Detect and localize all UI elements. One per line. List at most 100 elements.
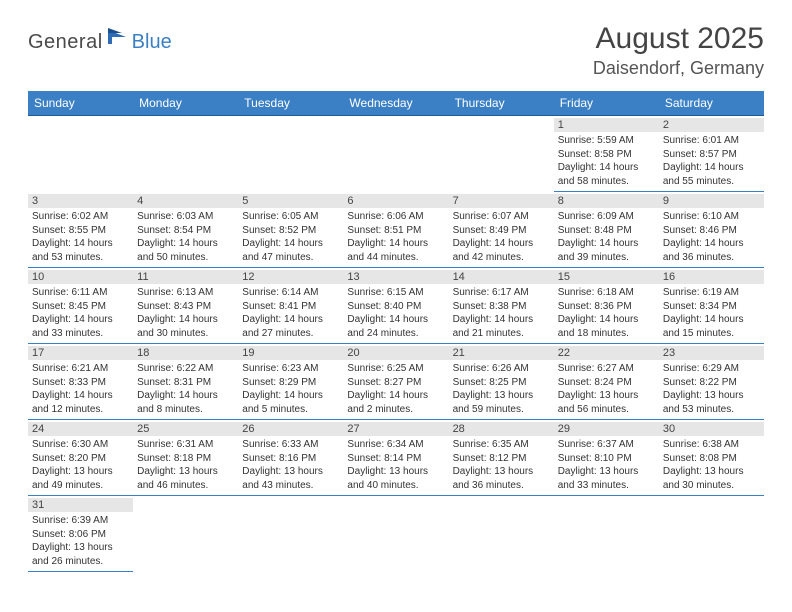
day-number: 6 [343,194,448,208]
sunrise-line: Sunrise: 6:07 AM [453,210,550,224]
sunrise-line: Sunrise: 6:19 AM [663,286,760,300]
calendar-cell: 21Sunrise: 6:26 AMSunset: 8:25 PMDayligh… [449,344,554,420]
day-number: 26 [238,422,343,436]
sunset-line: Sunset: 8:41 PM [242,300,339,314]
sunrise-line: Sunrise: 6:10 AM [663,210,760,224]
day-number: 25 [133,422,238,436]
daylight-line: Daylight: 13 hours and 56 minutes. [558,389,655,416]
calendar-cell [28,116,133,193]
day-info: Sunrise: 6:19 AMSunset: 8:34 PMDaylight:… [663,286,760,340]
daylight-line: Daylight: 14 hours and 47 minutes. [242,237,339,264]
day-info: Sunrise: 6:05 AMSunset: 8:52 PMDaylight:… [242,210,339,264]
day-info: Sunrise: 6:10 AMSunset: 8:46 PMDaylight:… [663,210,760,264]
calendar-table: SundayMondayTuesdayWednesdayThursdayFrid… [28,91,764,572]
sunset-line: Sunset: 8:36 PM [558,300,655,314]
sunset-line: Sunset: 8:40 PM [347,300,444,314]
daylight-line: Daylight: 14 hours and 33 minutes. [32,313,129,340]
calendar-cell: 5 Sunrise: 6:05 AMSunset: 8:52 PMDaylight… [238,192,343,268]
daylight-line: Daylight: 14 hours and 5 minutes. [242,389,339,416]
day-number: 5 [238,194,343,208]
sunrise-line: Sunrise: 6:34 AM [347,438,444,452]
calendar-cell [238,496,343,572]
day-info: Sunrise: 6:01 AMSunset: 8:57 PMDaylight:… [663,134,760,188]
day-number: 3 [28,194,133,208]
calendar-cell [449,496,554,572]
day-number: 29 [554,422,659,436]
calendar-cell [449,116,554,193]
day-number: 31 [28,498,133,512]
daylight-line: Daylight: 14 hours and 24 minutes. [347,313,444,340]
sunset-line: Sunset: 8:58 PM [558,148,655,162]
calendar-cell: 14Sunrise: 6:17 AMSunset: 8:38 PMDayligh… [449,268,554,344]
daylight-line: Daylight: 14 hours and 18 minutes. [558,313,655,340]
daylight-line: Daylight: 14 hours and 53 minutes. [32,237,129,264]
day-number: 28 [449,422,554,436]
logo-text-2: Blue [132,31,172,54]
daylight-line: Daylight: 13 hours and 33 minutes. [558,465,655,492]
logo-text-1: General [28,31,103,54]
day-number: 9 [659,194,764,208]
calendar-cell: 25Sunrise: 6:31 AMSunset: 8:18 PMDayligh… [133,420,238,496]
calendar-cell: 31Sunrise: 6:39 AMSunset: 8:06 PMDayligh… [28,496,133,572]
daylight-line: Daylight: 14 hours and 21 minutes. [453,313,550,340]
sunrise-line: Sunrise: 6:29 AM [663,362,760,376]
sunset-line: Sunset: 8:43 PM [137,300,234,314]
sunset-line: Sunset: 8:24 PM [558,376,655,390]
daylight-line: Daylight: 14 hours and 27 minutes. [242,313,339,340]
day-info: Sunrise: 6:03 AMSunset: 8:54 PMDaylight:… [137,210,234,264]
sunrise-line: Sunrise: 6:03 AM [137,210,234,224]
sunset-line: Sunset: 8:27 PM [347,376,444,390]
sunrise-line: Sunrise: 6:25 AM [347,362,444,376]
day-info: Sunrise: 6:02 AMSunset: 8:55 PMDaylight:… [32,210,129,264]
day-number: 27 [343,422,448,436]
day-info: Sunrise: 6:21 AMSunset: 8:33 PMDaylight:… [32,362,129,416]
sunrise-line: Sunrise: 6:01 AM [663,134,760,148]
day-info: Sunrise: 6:11 AMSunset: 8:45 PMDaylight:… [32,286,129,340]
calendar-cell: 19 Sunrise: 6:23 AMSunset: 8:29 PMDayligh… [238,344,343,420]
day-info: Sunrise: 6:35 AMSunset: 8:12 PMDaylight:… [453,438,550,492]
sunset-line: Sunset: 8:52 PM [242,224,339,238]
daylight-line: Daylight: 14 hours and 58 minutes. [558,161,655,188]
daylight-line: Daylight: 14 hours and 8 minutes. [137,389,234,416]
location-text: Daisendorf, Germany [593,58,764,79]
sunrise-line: Sunrise: 6:35 AM [453,438,550,452]
sunrise-line: Sunrise: 5:59 AM [558,134,655,148]
daylight-line: Daylight: 14 hours and 44 minutes. [347,237,444,264]
day-info: Sunrise: 6:34 AMSunset: 8:14 PMDaylight:… [347,438,444,492]
sunrise-line: Sunrise: 6:05 AM [242,210,339,224]
weekday-header: Monday [133,91,238,116]
sunset-line: Sunset: 8:20 PM [32,452,129,466]
day-info: Sunrise: 6:23 AMSunset: 8:29 PMDaylight:… [242,362,339,416]
day-number: 2 [659,118,764,132]
page-title: August 2025 [593,22,764,56]
day-info: Sunrise: 6:30 AMSunset: 8:20 PMDaylight:… [32,438,129,492]
calendar-cell [659,496,764,572]
day-info: Sunrise: 6:38 AMSunset: 8:08 PMDaylight:… [663,438,760,492]
sunset-line: Sunset: 8:51 PM [347,224,444,238]
calendar-cell [133,496,238,572]
calendar-cell [238,116,343,193]
daylight-line: Daylight: 13 hours and 59 minutes. [453,389,550,416]
day-number: 15 [554,270,659,284]
day-info: Sunrise: 6:06 AMSunset: 8:51 PMDaylight:… [347,210,444,264]
day-number: 11 [133,270,238,284]
day-number: 19 [238,346,343,360]
daylight-line: Daylight: 13 hours and 30 minutes. [663,465,760,492]
day-number: 12 [238,270,343,284]
sunset-line: Sunset: 8:25 PM [453,376,550,390]
daylight-line: Daylight: 14 hours and 36 minutes. [663,237,760,264]
sunset-line: Sunset: 8:16 PM [242,452,339,466]
day-number: 1 [554,118,659,132]
daylight-line: Daylight: 14 hours and 15 minutes. [663,313,760,340]
day-number: 8 [554,194,659,208]
day-number: 13 [343,270,448,284]
logo: General Blue [28,22,172,57]
calendar-cell: 13Sunrise: 6:15 AMSunset: 8:40 PMDayligh… [343,268,448,344]
sunrise-line: Sunrise: 6:39 AM [32,514,129,528]
daylight-line: Daylight: 14 hours and 55 minutes. [663,161,760,188]
day-number: 16 [659,270,764,284]
day-number: 17 [28,346,133,360]
sunset-line: Sunset: 8:22 PM [663,376,760,390]
calendar-cell: 23Sunrise: 6:29 AMSunset: 8:22 PMDayligh… [659,344,764,420]
day-info: Sunrise: 6:27 AMSunset: 8:24 PMDaylight:… [558,362,655,416]
